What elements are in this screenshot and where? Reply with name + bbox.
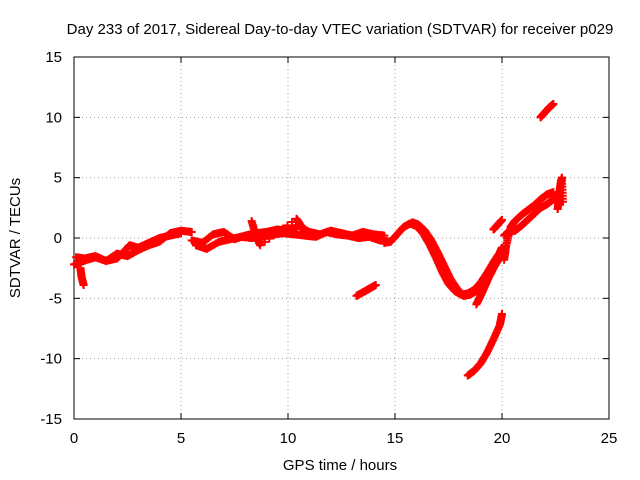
x-tick-label: 15 bbox=[387, 430, 404, 447]
data-point bbox=[274, 227, 283, 236]
y-tick-label: 0 bbox=[54, 230, 62, 247]
data-point bbox=[278, 224, 287, 233]
y-tick-label: -5 bbox=[49, 290, 62, 307]
y-axis-label: SDTVAR / TECUs bbox=[7, 178, 24, 298]
y-tick-label: -10 bbox=[40, 351, 62, 368]
x-axis-label: GPS time / hours bbox=[283, 457, 397, 474]
data-point bbox=[265, 234, 274, 243]
y-tick-label: 15 bbox=[45, 49, 62, 66]
data-point bbox=[79, 281, 88, 290]
series-track-2 bbox=[72, 226, 196, 265]
series-track-11 bbox=[463, 310, 506, 380]
x-tick-label: 0 bbox=[70, 430, 78, 447]
x-tick-label: 20 bbox=[494, 430, 511, 447]
data-point bbox=[558, 197, 567, 206]
ticks: 0 5 10 15 20 25 -15 -10 -5 0 5 10 15 bbox=[40, 49, 617, 447]
data-point bbox=[549, 100, 558, 109]
data-point bbox=[187, 227, 196, 236]
data-point bbox=[305, 230, 314, 239]
chart-title: Day 233 of 2017, Sidereal Day-to-day VTE… bbox=[67, 21, 614, 38]
data-points bbox=[70, 100, 567, 380]
series-track-15 bbox=[553, 173, 567, 214]
series-track-3 bbox=[76, 264, 88, 290]
data-point bbox=[498, 215, 506, 224]
series-track-12 bbox=[489, 215, 506, 234]
y-tick-label: 5 bbox=[54, 170, 62, 187]
series-track-14 bbox=[500, 188, 558, 264]
y-tick-label: -15 bbox=[40, 411, 62, 428]
x-tick-label: 10 bbox=[280, 430, 297, 447]
data-point bbox=[256, 241, 265, 250]
x-tick-label: 5 bbox=[177, 430, 185, 447]
series-track-5 bbox=[191, 227, 395, 253]
data-point bbox=[260, 237, 269, 246]
data-point bbox=[283, 221, 292, 230]
data-point bbox=[371, 281, 380, 290]
series-track-10 bbox=[352, 281, 380, 300]
y-tick-label: 10 bbox=[45, 109, 62, 126]
data-point bbox=[498, 310, 506, 319]
x-tick-label: 25 bbox=[601, 430, 618, 447]
series-track-16 bbox=[536, 100, 558, 122]
data-point bbox=[269, 231, 278, 240]
series-track-6 bbox=[247, 214, 314, 250]
